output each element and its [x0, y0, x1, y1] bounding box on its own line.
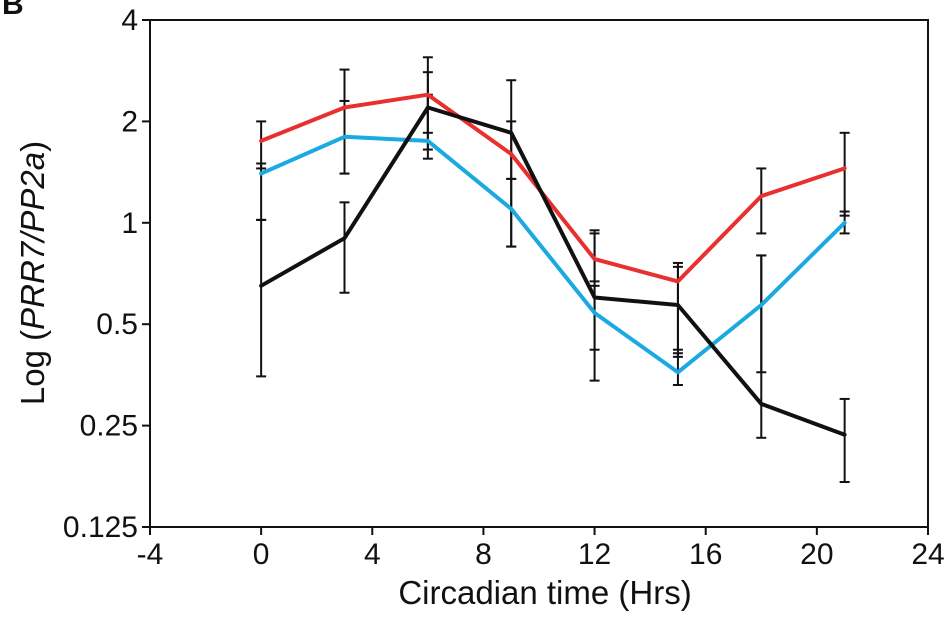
x-tick-label: 20	[800, 538, 833, 571]
x-tick-label: 12	[578, 538, 611, 571]
y-tick-label: 0.25	[80, 410, 138, 443]
x-tick-label: 0	[253, 538, 270, 571]
y-axis-title-prefix: Log (	[14, 330, 51, 405]
y-tick-label: 1	[121, 207, 138, 240]
y-tick-label: 0.5	[96, 308, 138, 341]
y-tick-label: 2	[121, 105, 138, 138]
series-line-3	[259, 105, 847, 437]
panel-label: B	[2, 0, 24, 21]
y-axis-title: Log (PRR7/PP2a)	[14, 141, 51, 405]
x-tick-label: 4	[364, 538, 381, 571]
y-axis-title-suffix: )	[14, 141, 51, 152]
x-tick-label: -4	[137, 538, 164, 571]
x-tick-label: 8	[475, 538, 492, 571]
x-tick-label: 16	[689, 538, 722, 571]
x-axis-title: Circadian time (Hrs)	[398, 574, 691, 611]
error-bars	[256, 56, 850, 484]
x-tick-label: 24	[911, 538, 944, 571]
series-line-2	[259, 134, 847, 375]
series-lines	[259, 92, 847, 437]
x-axis: -4 0 4 8 12 16 20 24	[137, 527, 945, 571]
y-axis: 0.125 0.25 0.5 1 2 4	[63, 4, 150, 544]
series-line-1	[259, 92, 847, 284]
y-tick-label: 0.125	[63, 511, 138, 544]
y-axis-title-italic: PRR7/PP2a	[14, 152, 51, 330]
plot-frame	[149, 19, 929, 528]
y-tick-label: 4	[121, 4, 138, 37]
